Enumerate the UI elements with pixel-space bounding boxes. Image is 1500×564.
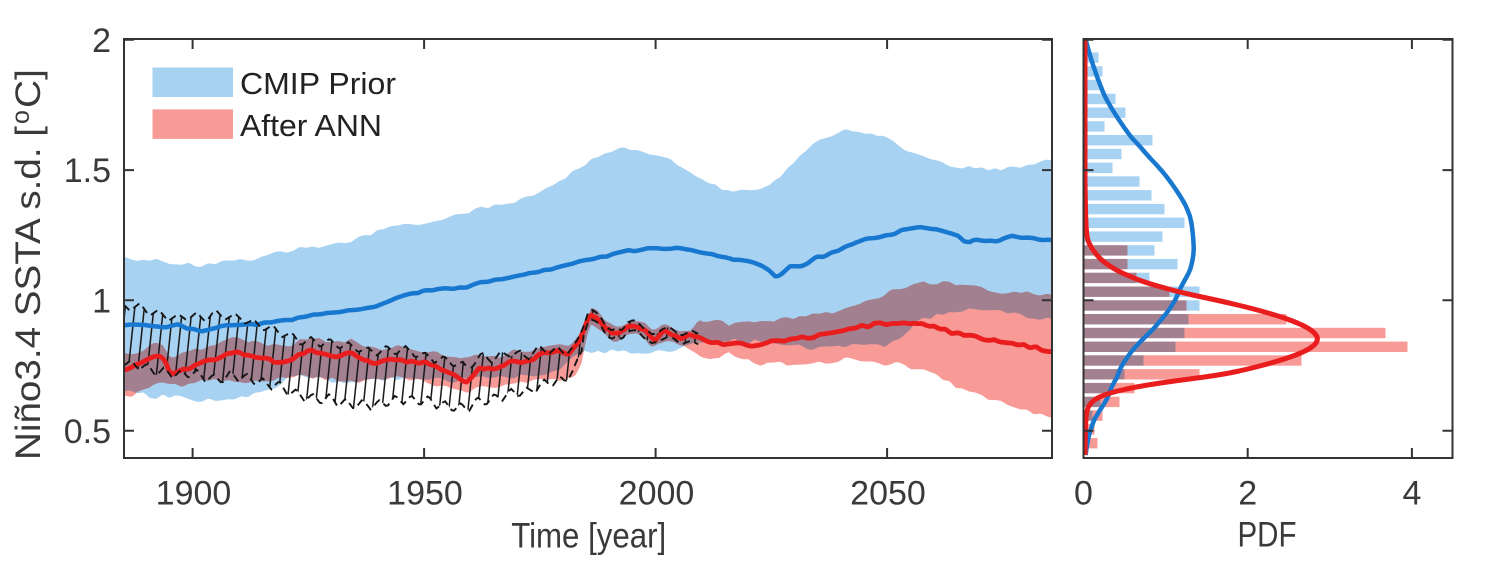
svg-text:After ANN: After ANN [240, 108, 382, 143]
svg-text:2050: 2050 [850, 475, 926, 513]
svg-text:1.5: 1.5 [64, 152, 111, 190]
svg-text:1: 1 [92, 282, 111, 320]
svg-text:CMIP Prior: CMIP Prior [240, 66, 396, 101]
svg-text:4: 4 [1402, 475, 1421, 513]
svg-text:Niño3.4 SSTA s.d. [: Niño3.4 SSTA s.d. [ [9, 126, 48, 460]
svg-text:2000: 2000 [619, 475, 695, 513]
svg-text:o: o [7, 110, 35, 124]
svg-text:2: 2 [1238, 475, 1257, 513]
svg-text:0.5: 0.5 [64, 413, 111, 451]
svg-text:PDF: PDF [1238, 516, 1297, 555]
svg-text:Time [year]: Time [year] [511, 517, 666, 556]
svg-text:C]: C] [9, 69, 48, 108]
svg-text:0: 0 [1074, 475, 1093, 513]
svg-text:1950: 1950 [387, 475, 463, 513]
svg-text:1900: 1900 [156, 475, 232, 513]
svg-text:2: 2 [92, 22, 111, 60]
